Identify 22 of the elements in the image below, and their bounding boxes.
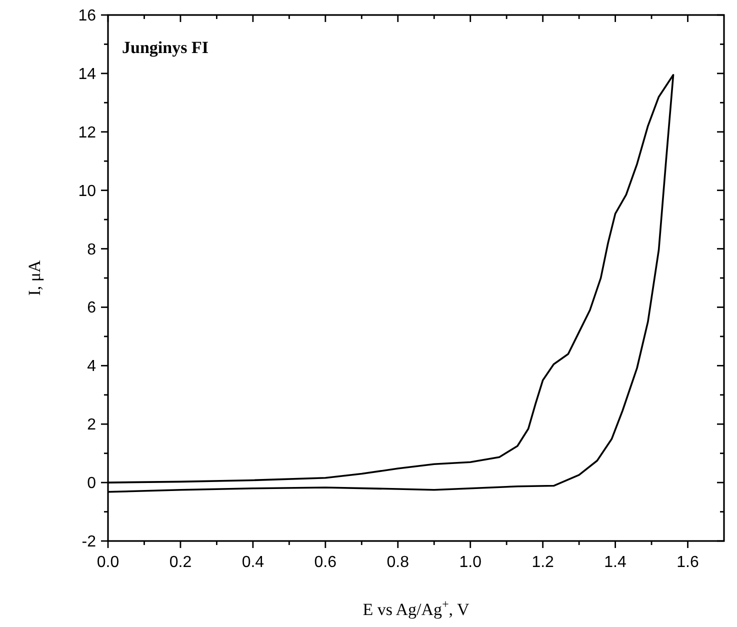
- y-tick-label: 0: [87, 475, 96, 492]
- y-tick-label: 6: [87, 300, 96, 317]
- x-axis-title: E vs Ag/Ag$^{+}$, V: [362, 597, 470, 619]
- y-tick-label: 2: [87, 416, 96, 434]
- y-tick-label: 10: [78, 182, 96, 200]
- x-tick-label: 1.0: [459, 554, 482, 571]
- text: Junginys FI: [122, 38, 209, 57]
- x-tick-label: 0.4: [242, 554, 264, 571]
- x-tick-label: 1.4: [604, 554, 627, 571]
- x-tick-label: 1.2: [532, 554, 554, 571]
- y-tick-label: 14: [78, 66, 96, 83]
- x-tick-label: 0.0: [96, 554, 120, 571]
- x-tick-label: 0.6: [314, 554, 337, 571]
- y-tick-label: 4: [87, 358, 96, 376]
- y-tick-label: 12: [78, 124, 96, 142]
- x-tick-label: 0.8: [386, 554, 410, 571]
- y-axis-title: I, μA: [25, 260, 44, 296]
- x-tick-label: 0.2: [169, 554, 192, 571]
- y-tick-label: 8: [87, 241, 96, 258]
- y-tick-label: -2: [82, 534, 96, 550]
- x-tick-label: 1.6: [676, 554, 699, 571]
- y-tick-label: 16: [78, 8, 96, 24]
